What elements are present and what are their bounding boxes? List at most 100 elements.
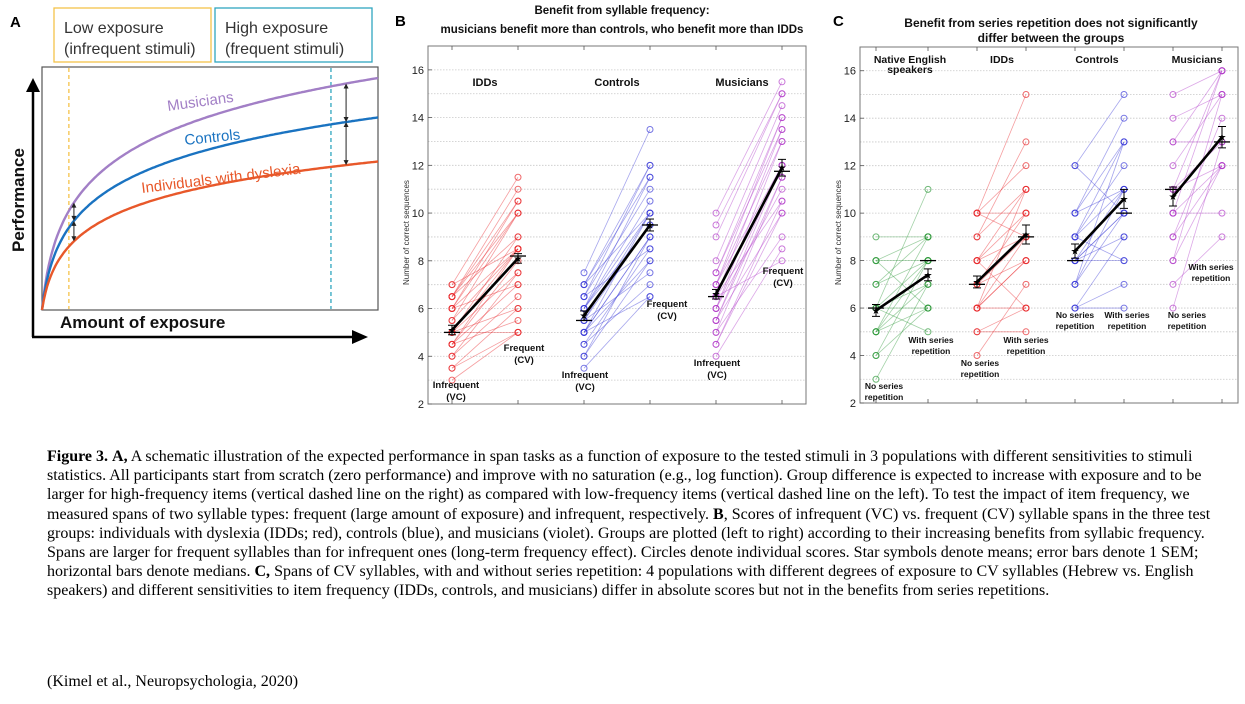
no-series-repetition-label-line1: No series [961, 358, 1000, 368]
participant-point [1218, 114, 1226, 122]
participant-point [872, 375, 880, 383]
participant-point [778, 245, 786, 253]
with-series-repetition-label-line1: With series [908, 335, 954, 345]
participant-point [1169, 162, 1177, 170]
mean-line [1171, 136, 1224, 198]
panel-label-a: A [10, 14, 21, 31]
group-label: Native English [874, 54, 946, 66]
no-series-repetition-label-line1: No series [1056, 310, 1095, 320]
participant-point [514, 293, 522, 301]
high-exposure-legend-box [214, 7, 373, 63]
participant-point [1022, 185, 1030, 193]
x-axis-arrowhead-icon [352, 330, 368, 344]
group-1: ★★ [576, 126, 658, 372]
participant-line [583, 272, 651, 321]
participant-point [646, 185, 654, 193]
y-tick-label: 8 [418, 256, 424, 268]
participant-point [924, 233, 932, 241]
participant-line [976, 189, 1027, 261]
group-1: ★★ [969, 90, 1034, 360]
arrowhead-icon [71, 215, 77, 221]
mean-star-icon: ★ [872, 306, 881, 317]
participant-line [1074, 165, 1125, 214]
y-tick-label: 2 [418, 399, 424, 411]
participant-line [715, 105, 783, 261]
participant-point [712, 233, 720, 241]
participant-point [924, 304, 932, 312]
chart-title-line2: differ between the groups [978, 31, 1125, 45]
participant-line [1172, 165, 1223, 238]
participant-point [1022, 138, 1030, 146]
with-series-repetition-label-line2: repetition [912, 346, 951, 356]
infrequent-label-line2: (VC) [575, 382, 595, 393]
mean-star-icon: ★ [580, 311, 589, 322]
participant-point [646, 269, 654, 277]
y-tick-label: 10 [844, 208, 856, 220]
participant-line [875, 260, 929, 309]
panel-label-b: B [395, 13, 406, 30]
participant-line [715, 117, 783, 273]
participant-line [1172, 70, 1223, 143]
participant-line [583, 236, 651, 333]
participant-point [973, 233, 981, 241]
participant-point [514, 305, 522, 313]
participant-line [583, 296, 651, 333]
arrowhead-icon [71, 220, 77, 226]
infrequent-label-line2: (VC) [707, 370, 727, 381]
participant-point [712, 305, 720, 313]
participant-line [875, 284, 929, 380]
with-series-repetition-label-line1: With series [1104, 310, 1150, 320]
participant-point [712, 209, 720, 217]
high-exposure-legend-line1: High exposure [225, 20, 328, 37]
participant-point [778, 78, 786, 86]
participant-point [778, 114, 786, 122]
panel-c-chart: Benefit from series repetition does not … [834, 16, 1239, 410]
participant-point [1022, 90, 1030, 98]
participant-line [715, 165, 783, 285]
participant-line [1172, 236, 1223, 285]
panel-label-c: C [833, 13, 844, 30]
participant-point [448, 316, 456, 324]
participant-point [646, 197, 654, 205]
participant-line [583, 284, 651, 345]
participant-line [451, 296, 519, 357]
participant-point [1022, 162, 1030, 170]
y-tick-label: 12 [412, 160, 424, 172]
participant-line [1074, 212, 1125, 285]
participant-point [1022, 328, 1030, 336]
y-axis-arrowhead-icon [26, 78, 40, 92]
group-label: Controls [594, 77, 639, 89]
participant-line [583, 200, 651, 309]
participant-line [875, 307, 929, 356]
participant-line [976, 307, 1027, 333]
y-axis-label: Number of correct sequences [402, 180, 411, 285]
participant-point [712, 221, 720, 229]
group-label: Musicians [715, 77, 768, 89]
mean-star-icon: ★ [924, 270, 933, 281]
participant-line [1074, 141, 1125, 285]
participant-line [583, 212, 651, 285]
participant-line [1172, 94, 1223, 261]
participant-point [1120, 280, 1128, 288]
participant-point [1169, 257, 1177, 265]
frequent-label-line2: (CV) [514, 355, 534, 366]
participant-line [583, 248, 651, 345]
with-series-repetition-label-line1: With series [1188, 262, 1234, 272]
participant-point [514, 173, 522, 181]
participant-line [875, 307, 929, 333]
group-0: ★★ [444, 173, 526, 384]
participant-line [1074, 189, 1125, 238]
participant-line [1172, 94, 1223, 166]
participant-line [451, 200, 519, 309]
participant-line [715, 248, 783, 357]
participant-line [451, 332, 519, 369]
participant-point [1169, 90, 1177, 98]
x-axis-label: Amount of exposure [60, 313, 225, 332]
group-0: ★★ [868, 185, 936, 383]
mean-line [1074, 198, 1125, 252]
participant-line [583, 212, 651, 309]
participant-point [778, 233, 786, 241]
plot-frame [41, 66, 379, 311]
participant-line [451, 248, 519, 309]
participant-point [646, 161, 654, 169]
